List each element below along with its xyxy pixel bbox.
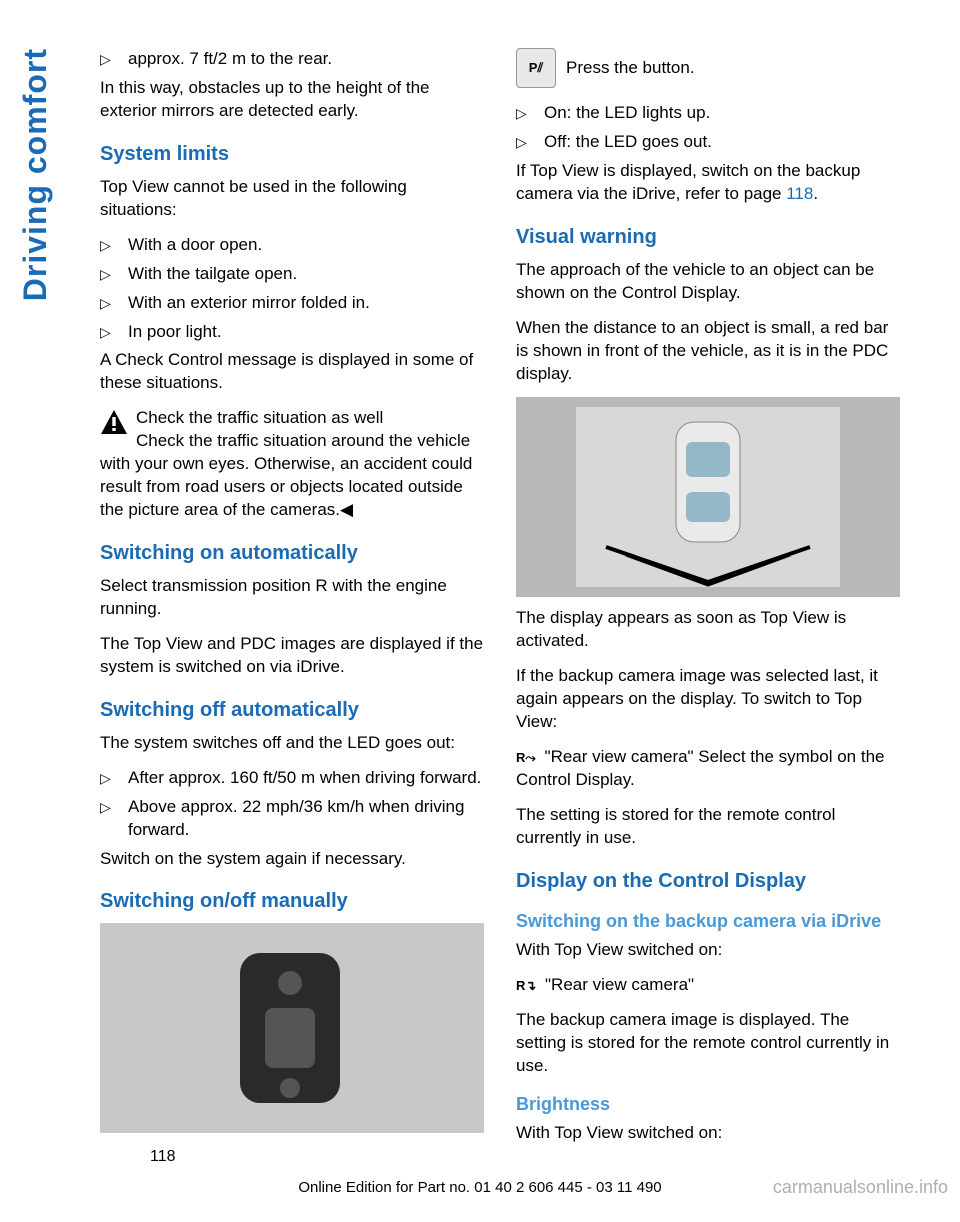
page-link[interactable]: 118 (786, 184, 813, 203)
paragraph: The Top View and PDC images are displaye… (100, 633, 484, 679)
bullet-icon: ▷ (100, 767, 128, 790)
pdc-button-icon: P⫽ (516, 48, 556, 88)
list-item: ▷ With a door open. (100, 234, 484, 257)
bullet-text: Above approx. 22 mph/36 km/h when drivin… (128, 796, 484, 842)
paragraph: A Check Control message is displayed in … (100, 349, 484, 395)
paragraph: Top View cannot be used in the following… (100, 176, 484, 222)
subheading-backup-camera: Switching on the backup camera via iDriv… (516, 909, 900, 933)
bullet-icon: ▷ (516, 131, 544, 154)
heading-switch-off-auto: Switching off automatically (100, 697, 484, 724)
warning-icon (100, 409, 128, 435)
bullet-icon: ▷ (516, 102, 544, 125)
bullet-text: On: the LED lights up. (544, 102, 900, 125)
button-instruction: P⫽ Press the button. (516, 48, 900, 88)
console-image (100, 923, 484, 1133)
bullet-icon: ▷ (100, 48, 128, 71)
heading-visual-warning: Visual warning (516, 224, 900, 251)
list-item: ▷ With the tailgate open. (100, 263, 484, 286)
button-instruction-text: Press the button. (566, 57, 695, 80)
paragraph-text: . (813, 184, 818, 203)
paragraph-text: "Rear view camera" (545, 975, 694, 994)
bullet-text: With an exterior mirror folded in. (128, 292, 484, 315)
bullet-icon: ▷ (100, 321, 128, 344)
page-number: 118 (150, 1148, 176, 1166)
side-tab-label: Driving comfort (17, 48, 54, 301)
list-item: ▷ On: the LED lights up. (516, 102, 900, 125)
paragraph: The setting is stored for the remote con… (516, 804, 900, 850)
rear-camera-icon: R↴ (516, 977, 536, 995)
bullet-text: With the tailgate open. (128, 263, 484, 286)
paragraph: R⤳ "Rear view camera" Select the symbol … (516, 746, 900, 792)
heading-switch-manual: Switching on/off manually (100, 888, 484, 915)
paragraph: The system switches off and the LED goes… (100, 732, 484, 755)
right-column: P⫽ Press the button. ▷ On: the LED light… (516, 48, 900, 1157)
paragraph: If the backup camera image was selected … (516, 665, 900, 734)
warning-block: Check the traffic situation as well Chec… (100, 407, 484, 522)
list-item: ▷ After approx. 160 ft/50 m when driving… (100, 767, 484, 790)
paragraph: Switch on the system again if necessary. (100, 848, 484, 871)
topview-image (516, 397, 900, 597)
watermark: carmanualsonline.info (773, 1177, 948, 1198)
list-item: ▷ Off: the LED goes out. (516, 131, 900, 154)
list-item: ▷ With an exterior mirror folded in. (100, 292, 484, 315)
bullet-text: After approx. 160 ft/50 m when driving f… (128, 767, 484, 790)
paragraph: The approach of the vehicle to an object… (516, 259, 900, 305)
heading-system-limits: System limits (100, 141, 484, 168)
bullet-text: With a door open. (128, 234, 484, 257)
paragraph: With Top View switched on: (516, 939, 900, 962)
paragraph: With Top View switched on: (516, 1122, 900, 1145)
paragraph: When the distance to an object is small,… (516, 317, 900, 386)
list-item: ▷ In poor light. (100, 321, 484, 344)
bullet-text: approx. 7 ft/2 m to the rear. (128, 48, 484, 71)
heading-display-control: Display on the Control Display (516, 868, 900, 895)
paragraph: Select transmission position R with the … (100, 575, 484, 621)
warning-body: Check the traffic situation around the v… (100, 431, 472, 519)
paragraph-text: "Rear view camera" Select the symbol on … (516, 747, 884, 789)
paragraph: The backup camera image is displayed. Th… (516, 1009, 900, 1078)
bullet-text: Off: the LED goes out. (544, 131, 900, 154)
warning-title: Check the traffic situation as well (136, 408, 383, 427)
paragraph: If Top View is displayed, switch on the … (516, 160, 900, 206)
paragraph: The display appears as soon as Top View … (516, 607, 900, 653)
bullet-icon: ▷ (100, 263, 128, 286)
bullet-icon: ▷ (100, 292, 128, 315)
bullet-text: In poor light. (128, 321, 484, 344)
bullet-icon: ▷ (100, 796, 128, 842)
list-item: ▷ Above approx. 22 mph/36 km/h when driv… (100, 796, 484, 842)
page-content: ▷ approx. 7 ft/2 m to the rear. In this … (100, 48, 900, 1157)
paragraph: In this way, obstacles up to the height … (100, 77, 484, 123)
left-column: ▷ approx. 7 ft/2 m to the rear. In this … (100, 48, 484, 1157)
rear-camera-icon: R⤳ (516, 749, 536, 767)
bullet-icon: ▷ (100, 234, 128, 257)
paragraph: R↴ "Rear view camera" (516, 974, 900, 997)
heading-switch-on-auto: Switching on automatically (100, 540, 484, 567)
subheading-brightness: Brightness (516, 1092, 900, 1116)
list-item: ▷ approx. 7 ft/2 m to the rear. (100, 48, 484, 71)
